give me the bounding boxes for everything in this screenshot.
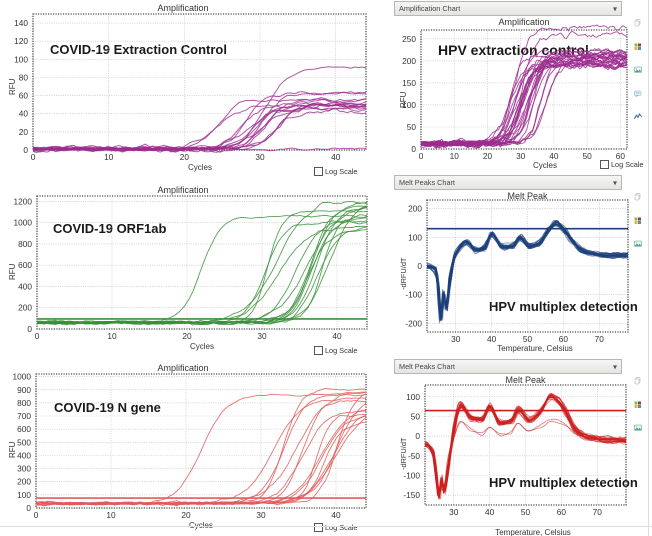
svg-text:50: 50 bbox=[411, 412, 421, 422]
svg-text:0: 0 bbox=[415, 431, 420, 441]
svg-text:40: 40 bbox=[485, 507, 495, 517]
svg-text:100: 100 bbox=[406, 392, 420, 402]
svg-text:-150: -150 bbox=[403, 490, 420, 500]
svg-text:30: 30 bbox=[449, 507, 459, 517]
svg-text:-50: -50 bbox=[408, 451, 420, 461]
svg-text:60: 60 bbox=[557, 507, 567, 517]
svg-text:50: 50 bbox=[521, 507, 531, 517]
svg-text:70: 70 bbox=[593, 507, 603, 517]
svg-text:-100: -100 bbox=[403, 471, 420, 481]
